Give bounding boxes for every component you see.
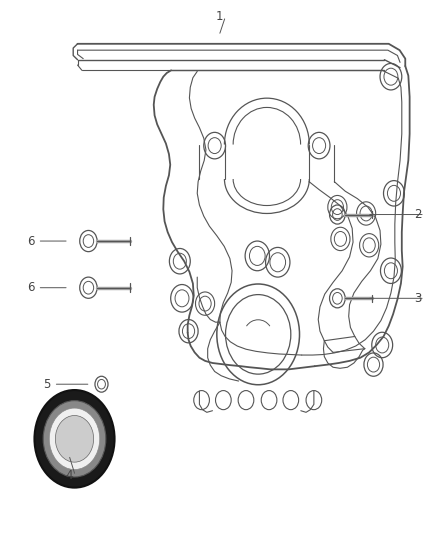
Text: 3: 3 [415,292,422,305]
Circle shape [49,408,100,470]
Circle shape [43,401,106,477]
Text: 2: 2 [415,208,422,221]
Text: 6: 6 [27,235,35,247]
Text: 5: 5 [43,378,51,391]
Text: 4: 4 [65,470,73,482]
Circle shape [55,416,94,462]
Text: 1: 1 [215,10,223,23]
Text: 6: 6 [27,281,35,294]
Circle shape [35,390,115,488]
